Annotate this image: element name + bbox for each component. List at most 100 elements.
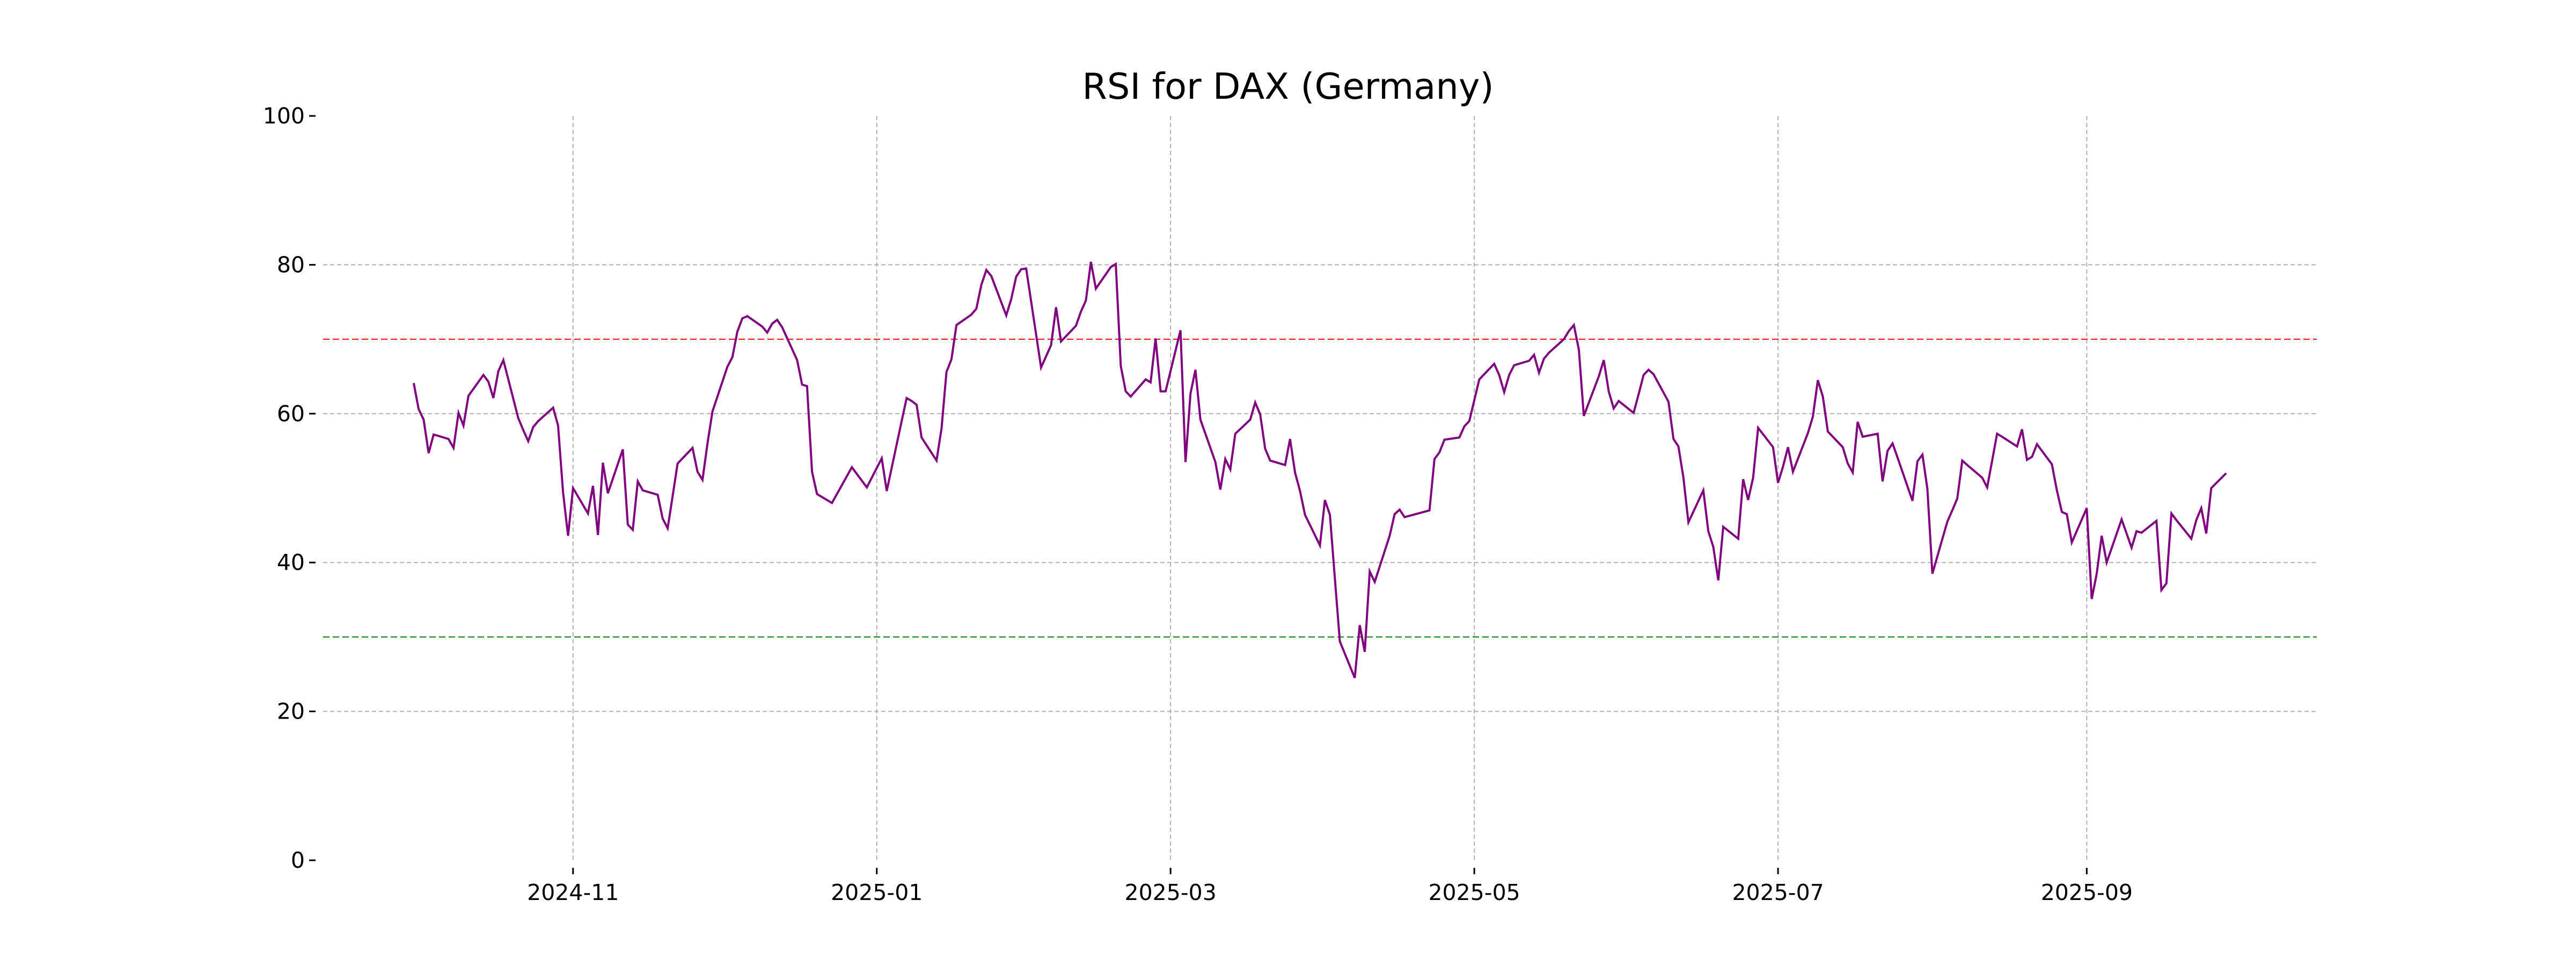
rsi-data-point bbox=[1444, 438, 1446, 441]
rsi-data-point bbox=[1842, 446, 1844, 448]
rsi-data-point bbox=[1254, 401, 1256, 404]
rsi-data-point bbox=[671, 495, 674, 497]
rsi-data-point bbox=[1966, 464, 1968, 466]
rsi-data-point bbox=[2205, 532, 2207, 535]
rsi-data-point bbox=[662, 517, 664, 519]
rsi-data-point bbox=[1533, 354, 1535, 356]
y-tick-label: 0 bbox=[291, 847, 305, 873]
rsi-data-point bbox=[990, 275, 992, 277]
rsi-data-point bbox=[1498, 374, 1501, 376]
rsi-data-point bbox=[911, 400, 913, 402]
rsi-data-point bbox=[2061, 511, 2063, 513]
rsi-data-point bbox=[1782, 465, 1784, 467]
axis-layer: 0 20 40 60 80 100 2024-11 2025-01 2025-03 2025-05… bbox=[263, 103, 2133, 905]
rsi-data-point bbox=[881, 457, 883, 459]
rsi-data-point bbox=[1857, 421, 1859, 423]
rsi-data-point bbox=[1986, 486, 1988, 488]
rsi-data-point bbox=[1602, 359, 1605, 361]
rsi-data-point bbox=[1643, 374, 1645, 376]
rsi-data-point bbox=[1219, 488, 1221, 491]
rsi-data-point bbox=[1394, 513, 1396, 515]
rsi-data-point bbox=[1230, 469, 1232, 471]
rsi-data-point bbox=[1892, 442, 1894, 444]
rsi-data-point bbox=[1713, 546, 1715, 548]
rsi-data-point bbox=[2135, 530, 2138, 532]
rsi-data-point bbox=[1359, 624, 1361, 626]
rsi-data-point bbox=[1324, 499, 1326, 501]
rsi-data-point bbox=[940, 428, 942, 430]
rsi-data-point bbox=[1090, 261, 1092, 263]
rsi-data-point bbox=[1722, 526, 1724, 528]
rsi-data-point bbox=[1682, 477, 1685, 479]
rsi-data-point bbox=[1319, 544, 1321, 546]
rsi-data-point bbox=[1702, 489, 1704, 492]
rsi-data-point bbox=[517, 417, 519, 419]
rsi-data-point bbox=[1822, 396, 1824, 398]
rsi-data-point bbox=[1543, 357, 1545, 360]
rsi-data-point bbox=[1015, 276, 1018, 278]
rsi-data-point bbox=[796, 359, 798, 361]
rsi-data-point bbox=[975, 308, 977, 310]
rsi-data-point bbox=[1951, 509, 1953, 511]
rsi-data-point bbox=[1334, 577, 1336, 579]
rsi-data-point bbox=[1294, 471, 1296, 473]
rsi-data-point bbox=[552, 407, 554, 409]
rsi-data-point bbox=[1877, 433, 1879, 435]
rsi-data-point bbox=[985, 269, 987, 271]
rsi-data-point bbox=[1160, 390, 1162, 392]
rsi-data-point bbox=[701, 479, 704, 481]
y-tick-label: 40 bbox=[277, 550, 305, 575]
rsi-data-point bbox=[946, 371, 948, 373]
chart-title: RSI for DAX (Germany) bbox=[1082, 65, 1494, 107]
rsi-data-point bbox=[422, 419, 425, 421]
rsi-data-point bbox=[1847, 463, 1849, 465]
rsi-data-point bbox=[2120, 518, 2123, 521]
rsi-data-point bbox=[2200, 507, 2202, 509]
rsi-data-point bbox=[1752, 477, 1754, 479]
rsi-data-point bbox=[1672, 438, 1674, 440]
rsi-data-point bbox=[1145, 378, 1147, 380]
rsi-data-point bbox=[831, 502, 833, 504]
rsi-data-point bbox=[522, 429, 524, 431]
rsi-data-point bbox=[1045, 355, 1047, 357]
rsi-data-point bbox=[2066, 513, 2068, 515]
rsi-data-point bbox=[2085, 507, 2088, 509]
rsi-data-point bbox=[1912, 500, 1914, 502]
rsi-data-point bbox=[1563, 338, 1565, 340]
rsi-data-point bbox=[448, 438, 450, 440]
rsi-data-point bbox=[1946, 521, 1949, 523]
rsi-data-point bbox=[1513, 364, 1515, 367]
rsi-data-point bbox=[1618, 400, 1620, 402]
rsi-data-point bbox=[1792, 471, 1794, 473]
rsi-data-point bbox=[1433, 458, 1436, 460]
rsi-data-point bbox=[2056, 489, 2058, 492]
rsi-data-point bbox=[1304, 514, 1306, 516]
rsi-data-point bbox=[636, 480, 639, 482]
rsi-data-point bbox=[1508, 374, 1510, 376]
rsi-data-point bbox=[1115, 263, 1117, 265]
rsi-data-point bbox=[806, 385, 808, 387]
rsi-data-point bbox=[1388, 535, 1391, 537]
rsi-data-point bbox=[562, 492, 564, 494]
y-tick-label: 100 bbox=[263, 103, 305, 129]
rsi-data-point bbox=[1399, 509, 1401, 511]
rsi-data-point bbox=[1921, 453, 1923, 456]
rsi-data-point bbox=[632, 529, 634, 531]
y-tick-label: 20 bbox=[277, 699, 305, 724]
rsi-data-point bbox=[1040, 367, 1042, 369]
rsi-data-point bbox=[697, 471, 699, 473]
rsi-data-point bbox=[1493, 363, 1495, 365]
rsi-data-point bbox=[1862, 436, 1864, 438]
rsi-data-point bbox=[527, 440, 529, 442]
rsi-data-point bbox=[2101, 535, 2103, 537]
rsi-data-point bbox=[1478, 378, 1480, 380]
rsi-data-point bbox=[712, 411, 714, 413]
rsi-data-point bbox=[1224, 458, 1226, 460]
rsi-data-point bbox=[1184, 461, 1187, 463]
rsi-data-point bbox=[1289, 438, 1291, 440]
rsi-data-point bbox=[467, 395, 470, 397]
rsi-data-point bbox=[1667, 401, 1670, 403]
rsi-data-point bbox=[1110, 266, 1112, 268]
rsi-data-point bbox=[677, 463, 679, 465]
